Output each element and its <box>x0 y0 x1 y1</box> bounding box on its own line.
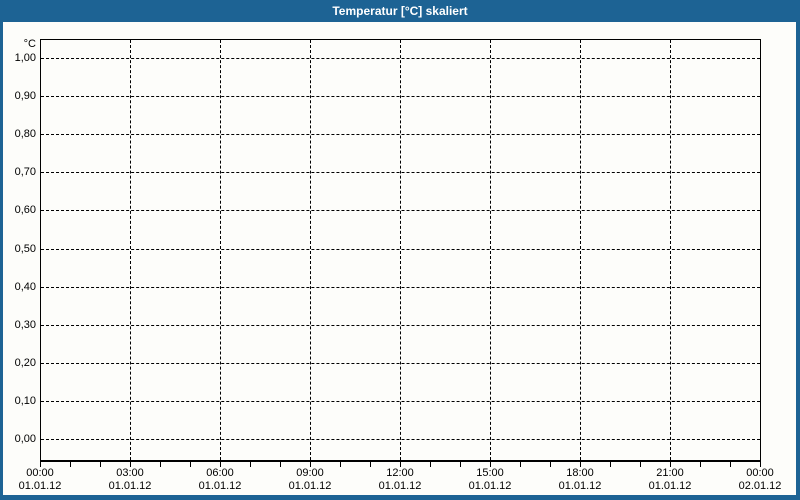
x-grid-line <box>130 40 131 460</box>
x-minor-tick <box>280 462 281 467</box>
x-time-label: 09:00 <box>296 467 324 479</box>
x-grid-line <box>670 40 671 460</box>
x-minor-tick <box>520 462 521 467</box>
x-minor-tick <box>760 462 761 467</box>
x-minor-tick <box>70 462 71 467</box>
x-time-label: 03:00 <box>116 467 144 479</box>
x-minor-tick <box>130 462 131 467</box>
y-tick-label: 0,20 <box>14 357 36 369</box>
x-minor-tick <box>190 462 191 467</box>
x-time-label: 06:00 <box>206 467 234 479</box>
x-time-label: 00:00 <box>26 467 54 479</box>
y-tick-label: 0,40 <box>14 281 36 293</box>
chart-title: Temperatur [°C] skaliert <box>332 4 468 18</box>
x-minor-tick <box>640 462 641 467</box>
x-date-label: 01.01.12 <box>468 480 512 492</box>
y-tick-label: 0,90 <box>14 90 36 102</box>
x-minor-tick <box>670 462 671 467</box>
x-minor-tick <box>400 462 401 467</box>
x-date-label: 01.01.12 <box>198 480 242 492</box>
x-grid-line <box>400 40 401 460</box>
x-grid-line <box>220 40 221 460</box>
title-bar[interactable]: Temperatur [°C] skaliert <box>0 0 800 22</box>
x-minor-tick <box>730 462 731 467</box>
x-minor-tick <box>700 462 701 467</box>
x-minor-tick <box>160 462 161 467</box>
x-date-label: 01.01.12 <box>18 480 62 492</box>
x-time-label: 12:00 <box>386 467 414 479</box>
window-border-right <box>796 0 800 500</box>
x-minor-tick <box>100 462 101 467</box>
x-date-label: 01.01.12 <box>648 480 692 492</box>
plot-area <box>40 39 761 462</box>
x-minor-tick <box>370 462 371 467</box>
y-axis-unit-label: °C <box>23 38 36 50</box>
x-minor-tick <box>340 462 341 467</box>
y-tick-label: 0,80 <box>14 128 36 140</box>
x-time-label: 15:00 <box>476 467 504 479</box>
x-grid-line <box>490 40 491 460</box>
x-time-label: 21:00 <box>656 467 684 479</box>
x-minor-tick <box>220 462 221 467</box>
x-minor-tick <box>310 462 311 467</box>
x-date-label: 01.01.12 <box>378 480 422 492</box>
x-minor-tick <box>490 462 491 467</box>
x-minor-tick <box>460 462 461 467</box>
x-minor-tick <box>250 462 251 467</box>
x-minor-tick <box>40 462 41 467</box>
x-date-label: 01.01.12 <box>558 480 602 492</box>
x-minor-tick <box>550 462 551 467</box>
x-date-label: 01.01.12 <box>288 480 332 492</box>
x-grid-line <box>580 40 581 460</box>
y-tick-label: 0,70 <box>14 166 36 178</box>
y-tick-label: 0,60 <box>14 204 36 216</box>
x-minor-tick <box>580 462 581 467</box>
x-time-label: 18:00 <box>566 467 594 479</box>
y-tick-label: 0,50 <box>14 243 36 255</box>
x-time-label: 00:00 <box>746 467 774 479</box>
y-tick-label: 1,00 <box>14 52 36 64</box>
x-date-label: 02.01.12 <box>738 480 782 492</box>
x-date-label: 01.01.12 <box>108 480 152 492</box>
y-tick-label: 0,30 <box>14 319 36 331</box>
x-minor-tick <box>430 462 431 467</box>
y-tick-label: 0,10 <box>14 395 36 407</box>
x-minor-tick <box>610 462 611 467</box>
x-grid-line <box>310 40 311 460</box>
window-border-left <box>0 0 3 500</box>
window-border-bottom <box>0 495 800 500</box>
y-tick-label: 0,00 <box>14 433 36 445</box>
